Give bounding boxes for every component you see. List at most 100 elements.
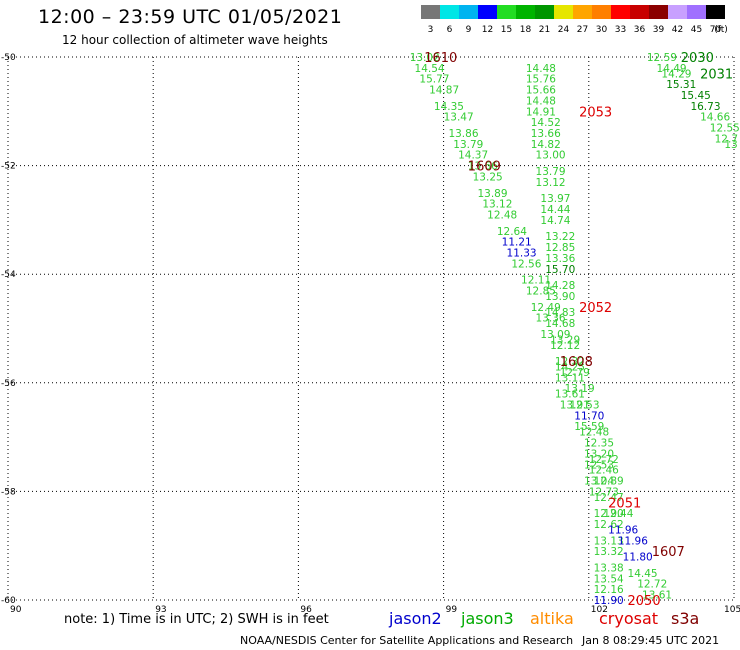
wave-height-label: 14.87 xyxy=(429,85,459,97)
wave-height-label: 13.11 xyxy=(555,372,585,384)
wave-height-label: 14.66 xyxy=(700,112,730,124)
color-scale-swatch xyxy=(592,5,611,19)
legend-jason2: jason2 xyxy=(389,609,442,628)
track-id-label: 2030 xyxy=(681,51,714,66)
color-scale-label: 18 xyxy=(520,25,532,35)
color-scale-label: 30 xyxy=(596,25,608,35)
wave-height-label: 13.90 xyxy=(545,291,575,303)
wave-height-label: 14.28 xyxy=(545,280,575,292)
track-id-label: 2031 xyxy=(700,67,733,82)
page-title: 12:00 – 23:59 UTC 01/05/2021 xyxy=(38,6,343,28)
wave-height-label: 12.56 xyxy=(511,258,541,270)
wave-height-label: 12.48 xyxy=(487,209,517,221)
wave-height-label: 13.66 xyxy=(531,128,561,140)
wave-height-label: 11.70 xyxy=(574,410,604,422)
wave-height-label: 12.53 xyxy=(584,459,614,471)
wave-height-label: 12.49 xyxy=(531,302,561,314)
wave-height-label: 13.36 xyxy=(545,253,575,265)
wave-height-label: 13.04 xyxy=(584,476,614,488)
wave-height-label: 14.54 xyxy=(415,63,445,75)
wave-height-label: 13.79 xyxy=(536,166,566,178)
wave-height-label: 15.77 xyxy=(419,74,449,86)
wave-height-label: 12.7 xyxy=(715,133,738,145)
color-scale-swatch xyxy=(516,5,535,19)
color-scale-swatch xyxy=(630,5,649,19)
wave-height-label: 13.32 xyxy=(594,546,624,558)
color-scale-label: 39 xyxy=(653,25,665,35)
wave-height-label: 14.52 xyxy=(531,117,561,129)
color-scale-label: 24 xyxy=(558,25,570,35)
wave-height-label: 14.74 xyxy=(540,215,570,227)
lon-tick-label: 96 xyxy=(300,605,312,615)
wave-height-label: 14.48 xyxy=(526,95,556,107)
page-subtitle: 12 hour collection of altimeter wave hei… xyxy=(62,33,328,47)
color-scale-label: 42 xyxy=(672,25,683,35)
legend-altika: altika xyxy=(530,609,574,628)
track-id-label: 2050 xyxy=(628,594,661,609)
wave-height-label: 13.22 xyxy=(545,231,575,243)
wave-height-label: 12.90 xyxy=(594,508,624,520)
lon-tick-label: 93 xyxy=(155,605,166,615)
lon-tick-label: 105 xyxy=(724,605,740,615)
lat-tick-label: -52 xyxy=(1,162,16,172)
color-scale-swatch xyxy=(478,5,497,19)
wave-height-label: 11.33 xyxy=(507,247,537,259)
color-scale-swatch xyxy=(497,5,516,19)
color-scale-swatch xyxy=(611,5,630,19)
wave-height-label: 11.90 xyxy=(594,595,624,607)
wave-height-label: 14.45 xyxy=(628,568,658,580)
legend-cryosat: cryosat xyxy=(599,609,659,628)
wave-height-label: 13.66 xyxy=(468,161,498,173)
lat-tick-label: -58 xyxy=(1,487,16,497)
wave-height-label: 14.25 xyxy=(555,362,585,374)
wave-height-label: 12.32 xyxy=(555,356,585,368)
wave-height-label: 12.85 xyxy=(526,285,556,297)
wave-height-label: 12.46 xyxy=(589,465,619,477)
wave-height-label: 12.16 xyxy=(594,584,624,596)
color-scale-swatch xyxy=(706,5,725,19)
wave-height-label: 13.61 xyxy=(642,590,672,602)
wave-height-label: 12.73 xyxy=(589,486,619,498)
wave-height-label: 12.64 xyxy=(497,226,527,238)
wave-height-label: 15.59 xyxy=(574,421,604,433)
color-scale-label: 70 xyxy=(710,25,722,35)
color-scale-swatch xyxy=(440,5,459,19)
color-scale-label: 45 xyxy=(691,25,702,35)
color-scale-swatch xyxy=(535,5,554,19)
color-scale-label: 3 xyxy=(428,25,434,35)
wave-height-label: 12.72 xyxy=(637,579,667,591)
wave-height-label: 13.12 xyxy=(482,199,512,211)
wave-height-label: 12.11 xyxy=(521,275,551,287)
color-scale-label: 9 xyxy=(466,25,472,35)
footer-note: note: 1) Time is in UTC; 2) SWH is in fe… xyxy=(64,612,329,627)
wave-height-label: 13.09 xyxy=(540,329,570,341)
wave-height-label: 12.89 xyxy=(594,476,624,488)
wave-height-label: 14.37 xyxy=(458,150,488,162)
track-id-label: 1607 xyxy=(652,545,685,560)
color-scale-label: 6 xyxy=(447,25,453,35)
color-scale-swatch xyxy=(649,5,668,19)
color-scale-swatch xyxy=(421,5,440,19)
track-id-label: 2052 xyxy=(579,301,612,316)
wave-height-label: 14.44 xyxy=(540,204,570,216)
color-scale-swatch xyxy=(459,5,478,19)
wave-height-label: 14.48 xyxy=(526,63,556,75)
lat-tick-label: -50 xyxy=(1,53,16,63)
footer-timestamp: Jan 8 08:29:45 UTC 2021 xyxy=(582,634,720,647)
color-scale-label: 21 xyxy=(539,25,550,35)
track-id-label: 1609 xyxy=(468,160,501,175)
wave-height-label: 13.91 xyxy=(560,400,590,412)
track-id-label: 2053 xyxy=(579,105,612,120)
wave-height-label: 12.85 xyxy=(545,242,575,254)
track-id-label: 1608 xyxy=(560,355,593,370)
wave-height-label: 14.29 xyxy=(661,68,691,80)
wave-height-label: 16.73 xyxy=(690,101,720,113)
wave-height-label: 12.79 xyxy=(560,367,590,379)
wave-height-label: 13.02 xyxy=(410,52,440,64)
wave-height-label: 13.97 xyxy=(540,193,570,205)
wave-height-label: 13.25 xyxy=(473,171,503,183)
wave-height-label: 14.35 xyxy=(434,101,464,113)
wave-height-label: 12.59 xyxy=(647,52,677,64)
lat-tick-label: -56 xyxy=(1,379,16,389)
wave-height-label: 11.96 xyxy=(608,524,638,536)
